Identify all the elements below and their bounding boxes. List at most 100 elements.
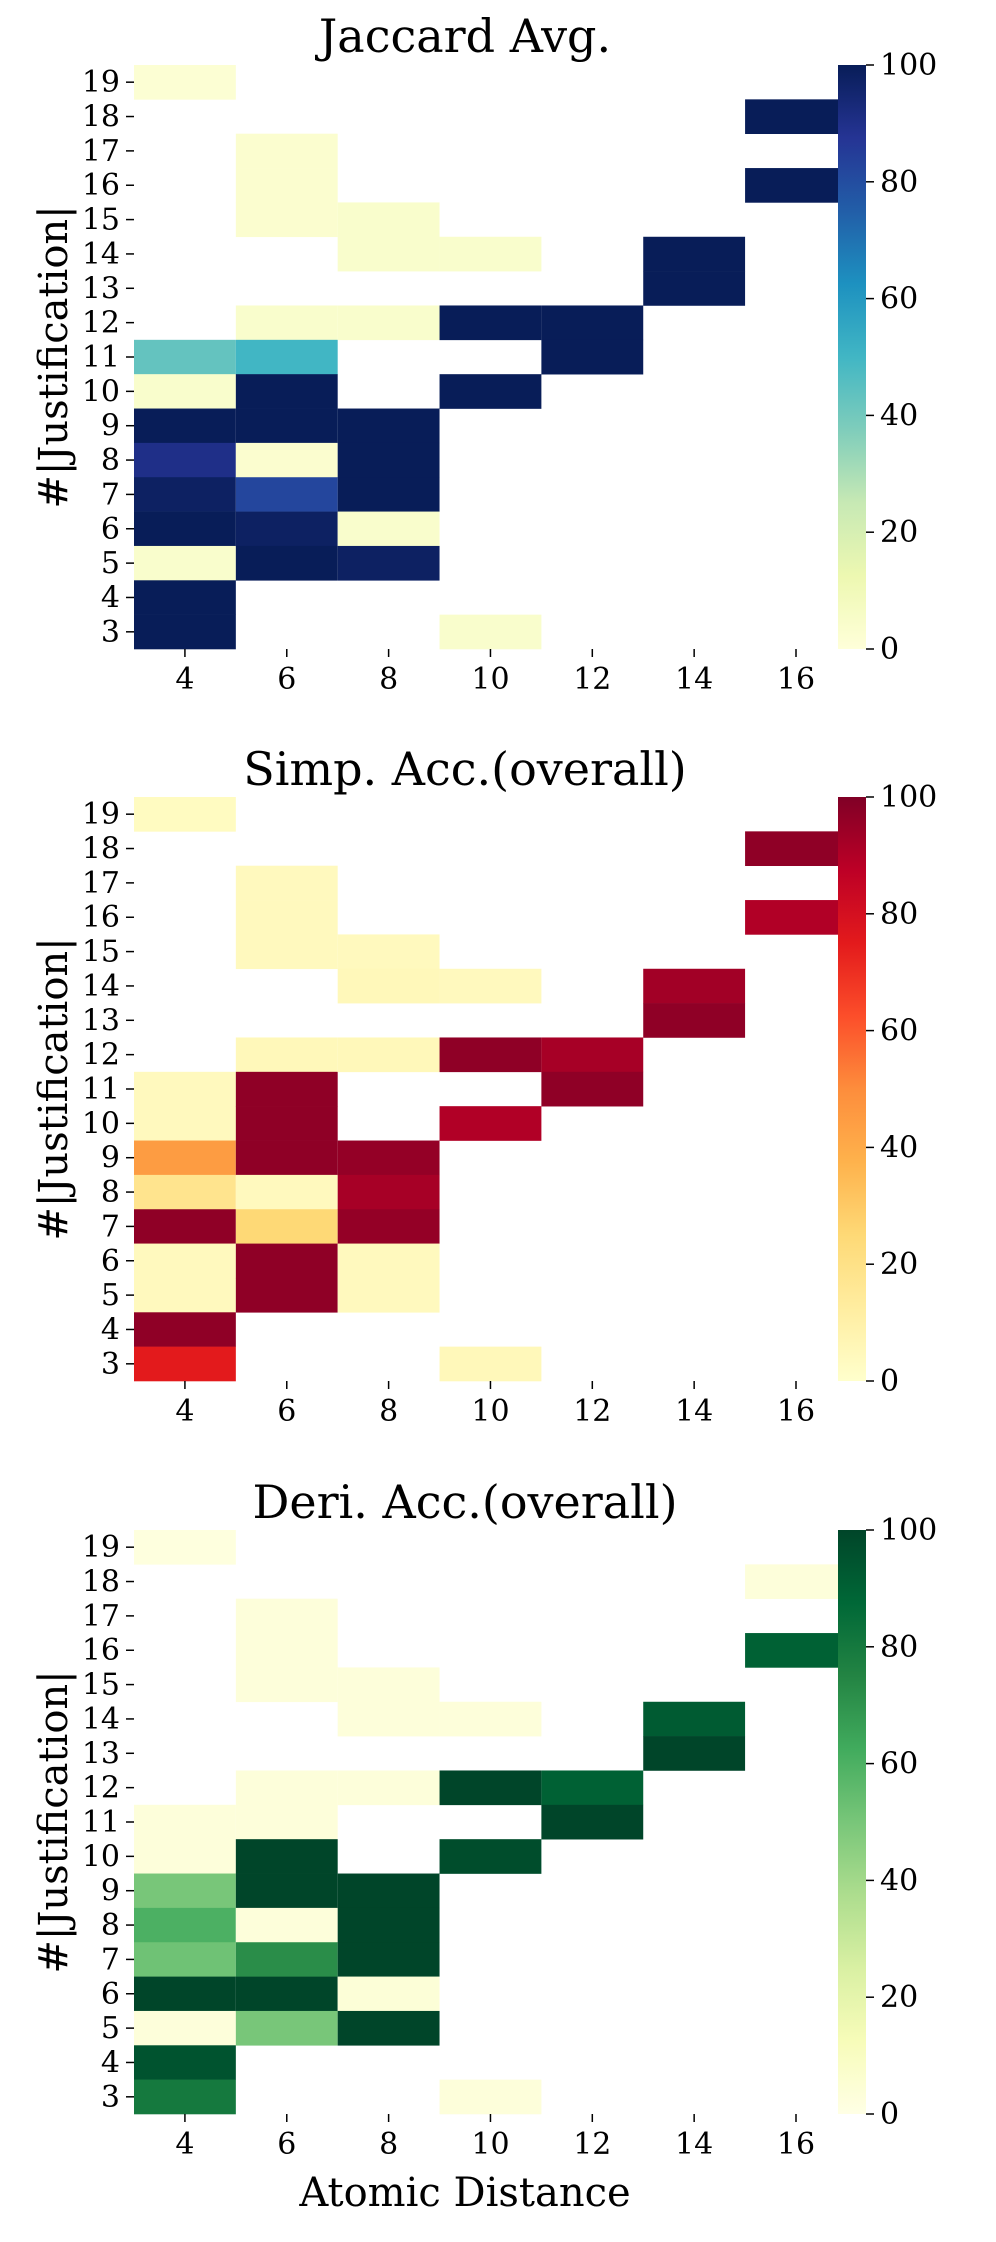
heatmap-cell [337, 1873, 440, 1909]
heatmap-cell [235, 1804, 338, 1840]
heatmap-cell [439, 305, 542, 341]
x-tick-label: 10 [471, 1394, 509, 1429]
heatmap-cell [235, 1598, 338, 1634]
y-tick-label: 8 [101, 1175, 120, 1210]
heatmap-cell [134, 1140, 236, 1176]
heatmap-cell [439, 1701, 542, 1737]
y-tick-label: 15 [82, 935, 120, 970]
colorbar [838, 797, 866, 1381]
heatmap-cell [235, 1942, 338, 1977]
colorbar-tick-label: 80 [880, 897, 918, 932]
y-tick-label: 11 [82, 340, 120, 375]
y-tick-label: 7 [101, 1942, 120, 1977]
heatmap-cell [235, 133, 338, 169]
heatmap-cell [134, 1839, 236, 1874]
x-tick-label: 14 [675, 662, 713, 697]
y-tick-label: 19 [82, 797, 120, 832]
heatmap-cell [337, 442, 440, 478]
heatmap-cell [337, 202, 440, 238]
heatmap-cell [134, 2045, 236, 2080]
heatmap-cell [337, 1701, 440, 1737]
colorbar-tick-label: 80 [880, 165, 918, 200]
x-tick-label: 16 [777, 1394, 815, 1429]
y-axis-label: #|Justification| [31, 1670, 77, 1973]
heatmap-cell [235, 1140, 338, 1176]
heatmap-cell [235, 1770, 338, 1806]
heatmap-cell [134, 339, 236, 375]
heatmap-cell [541, 305, 644, 341]
heatmap-panel-2: Simp. Acc.(overall)345678910111213141516… [31, 742, 937, 1429]
heatmap-cell [134, 1907, 236, 1943]
heatmap-cell [337, 1140, 440, 1176]
heatmap-cell [235, 408, 338, 444]
y-tick-label: 14 [82, 969, 120, 1004]
heatmap-cell [643, 271, 746, 306]
x-tick-label: 4 [175, 1394, 194, 1429]
x-tick-label: 12 [573, 662, 611, 697]
y-tick-label: 9 [101, 1874, 120, 1909]
heatmap-cell [134, 1346, 236, 1382]
heatmap-cell [439, 1037, 542, 1073]
heatmap-cell [643, 1701, 746, 1737]
heatmap-cell [235, 1209, 338, 1244]
heatmap-cell [439, 374, 542, 409]
heatmap-cell [134, 1942, 236, 1977]
heatmap-cell [134, 580, 236, 615]
colorbar-tick-label: 80 [880, 1630, 918, 1665]
heatmap-cell [134, 1976, 236, 2012]
heatmap-cell [337, 545, 440, 581]
heatmap-cell [541, 1071, 644, 1107]
heatmap-cell [235, 1243, 338, 1279]
y-tick-label: 15 [82, 1668, 120, 1703]
y-tick-label: 19 [82, 65, 120, 100]
y-tick-label: 6 [101, 1977, 120, 2012]
heatmap-cell [134, 442, 236, 478]
heatmap-cell [235, 168, 338, 203]
heatmap-cell [134, 1804, 236, 1840]
heatmap-cell [235, 900, 338, 935]
y-tick-label: 14 [82, 237, 120, 272]
heatmap-cell [134, 1209, 236, 1244]
heatmap-cell [337, 1667, 440, 1703]
heatmap-cell [337, 305, 440, 341]
y-tick-label: 12 [82, 1771, 120, 1806]
heatmap-cell [337, 2010, 440, 2046]
heatmap-cell [439, 968, 542, 1004]
heatmap-cell [134, 374, 236, 409]
chart-title: Jaccard Avg. [315, 9, 611, 63]
heatmap-cell [235, 1873, 338, 1909]
heatmap-cell [337, 477, 440, 512]
heatmap-cell [134, 1106, 236, 1141]
y-axis-label: #|Justification| [31, 205, 77, 508]
y-tick-label: 4 [101, 1312, 120, 1347]
heatmap-cell [235, 1976, 338, 2012]
heatmap-cell [134, 614, 236, 650]
heatmap-cell [235, 477, 338, 512]
y-tick-label: 5 [101, 546, 120, 581]
heatmap-cell [745, 900, 847, 935]
colorbar-tick-label: 40 [880, 1130, 918, 1165]
heatmap-cell [643, 236, 746, 272]
heatmap-cell [134, 545, 236, 581]
heatmap-cell [235, 545, 338, 581]
heatmap-cell [134, 1873, 236, 1909]
heatmap-cell [337, 1976, 440, 2012]
heatmap-cell [235, 442, 338, 478]
heatmap-cell [643, 968, 746, 1004]
y-tick-label: 15 [82, 203, 120, 238]
heatmap-cell [235, 1277, 338, 1313]
heatmap-cell [134, 1312, 236, 1347]
colorbar-tick-label: 0 [880, 2097, 899, 2132]
heatmap-cell [439, 236, 542, 272]
colorbar [838, 1530, 866, 2114]
heatmap-cell [541, 1770, 644, 1806]
heatmap-cell [439, 2079, 542, 2115]
colorbar-tick-label: 20 [880, 1247, 918, 1282]
heatmap-cell [235, 1667, 338, 1703]
y-tick-label: 13 [82, 1736, 120, 1771]
heatmap-cell [745, 1633, 847, 1668]
y-tick-label: 5 [101, 2011, 120, 2046]
y-tick-label: 13 [82, 271, 120, 306]
heatmap-cell [235, 934, 338, 970]
heatmap-cell [235, 1174, 338, 1210]
